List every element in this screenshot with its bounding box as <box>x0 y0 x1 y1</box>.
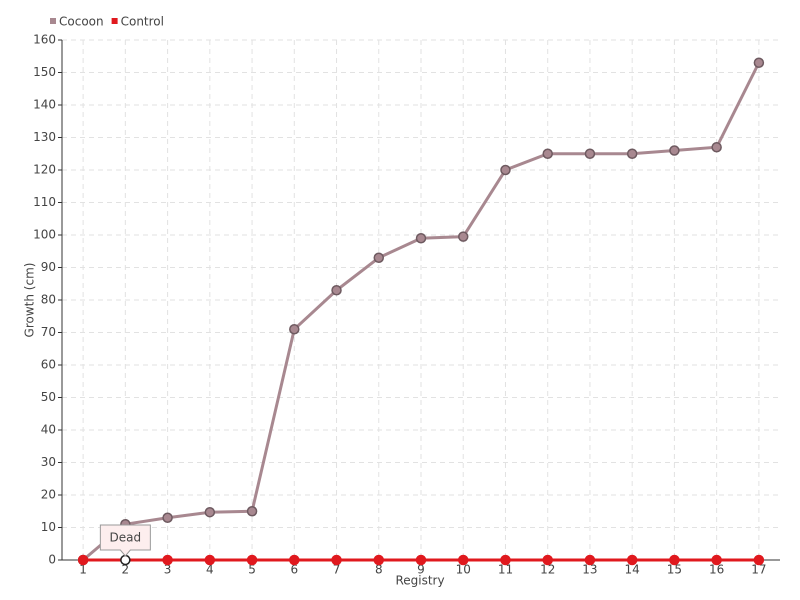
x-tick-label: 12 <box>540 563 555 577</box>
legend-item: Control <box>111 15 164 29</box>
data-point <box>711 142 722 153</box>
y-tick-label: 60 <box>41 358 56 372</box>
data-point <box>204 554 216 566</box>
x-tick-label: 9 <box>417 563 425 577</box>
y-tick-label: 70 <box>41 325 56 339</box>
data-point <box>415 233 427 244</box>
y-tick-label: 50 <box>41 390 56 404</box>
x-tick-label: 7 <box>333 563 341 577</box>
data-point <box>584 148 596 159</box>
data-point <box>204 506 216 518</box>
x-tick-label: 16 <box>709 563 724 577</box>
data-point <box>120 554 131 566</box>
data-point <box>753 554 765 566</box>
x-tick-label: 14 <box>625 563 640 577</box>
data-point <box>669 554 680 566</box>
data-point <box>626 554 638 566</box>
y-tick-label: 90 <box>41 260 56 274</box>
x-tick-label: 8 <box>375 563 383 577</box>
x-tick-label: 3 <box>164 563 172 577</box>
y-tick-label: 100 <box>33 228 56 242</box>
y-tick-label: 20 <box>41 488 56 502</box>
x-tick-label: 1 <box>79 563 87 577</box>
x-tick-label: 15 <box>667 563 682 577</box>
data-point <box>457 554 469 566</box>
x-tick-label: 6 <box>290 563 298 577</box>
y-tick-label: 150 <box>33 65 56 79</box>
y-tick-label: 120 <box>33 163 56 177</box>
data-point <box>753 57 765 68</box>
x-axis-label: Registry <box>395 574 444 588</box>
data-point <box>669 145 680 156</box>
data-point <box>246 554 258 566</box>
data-point <box>77 554 89 566</box>
x-tick-label: 5 <box>248 563 256 577</box>
legend-label: Cocoon <box>59 15 104 29</box>
data-point <box>373 252 385 263</box>
y-tick-label: 110 <box>33 195 56 209</box>
data-point <box>373 554 385 566</box>
y-tick-label: 30 <box>41 455 56 469</box>
x-tick-label: 13 <box>582 563 597 577</box>
y-tick-label: 40 <box>41 423 56 437</box>
data-point <box>584 554 596 566</box>
y-tick-label: 140 <box>33 98 56 112</box>
data-point <box>289 554 300 566</box>
data-point <box>457 231 469 242</box>
data-point <box>289 324 300 335</box>
y-axis-label: Growth (cm) <box>23 263 37 338</box>
data-point <box>331 285 342 296</box>
legend-swatch <box>111 18 118 24</box>
data-point <box>331 554 342 566</box>
legend-item: Cocoon <box>50 15 104 29</box>
x-tick-label: 11 <box>498 563 513 577</box>
legend-label: Control <box>121 15 164 29</box>
y-tick-label: 130 <box>33 130 56 144</box>
y-tick-label: 80 <box>41 293 56 307</box>
legend-swatch <box>50 18 56 24</box>
data-point <box>542 554 553 566</box>
data-point <box>711 554 722 566</box>
data-point <box>626 148 638 159</box>
y-tick-label: 160 <box>33 33 56 47</box>
data-point <box>500 164 511 176</box>
y-tick-label: 10 <box>41 520 56 534</box>
data-point <box>542 148 553 159</box>
data-point <box>415 554 427 566</box>
x-tick-label: 17 <box>751 563 766 577</box>
annotation: Dead <box>99 524 151 557</box>
x-tick-label: 4 <box>206 563 214 577</box>
data-point <box>162 512 173 523</box>
data-point <box>246 506 258 517</box>
annotation-text: Dead <box>110 531 142 545</box>
annotation-box <box>99 524 151 557</box>
data-point <box>162 554 173 566</box>
x-tick-label: 10 <box>456 563 471 577</box>
x-tick-label: 2 <box>122 563 130 577</box>
data-point <box>500 554 511 566</box>
y-tick-label: 0 <box>48 553 56 567</box>
